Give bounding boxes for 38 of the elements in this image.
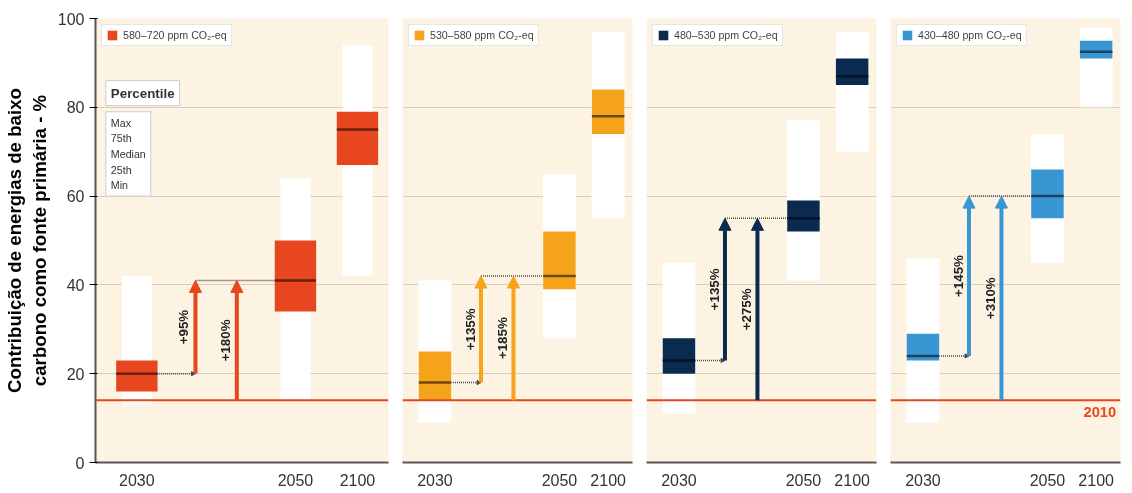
legend-label: 530–580 ppm CO₂-eq (430, 29, 534, 41)
annotation: +180% (217, 319, 233, 362)
annotation: 2010 (1083, 404, 1117, 420)
legend-label: 580–720 ppm CO₂-eq (123, 29, 227, 41)
annotation: 75th (110, 132, 132, 145)
y-tick-label: 0 (75, 454, 85, 472)
y-axis-title: Contribuição de energias de baixo carbono como fonte primária - % (3, 88, 50, 393)
y-tick-label: 80 (66, 99, 85, 117)
annotation: +275% (739, 288, 755, 331)
x-tick-label: 2050 (277, 471, 314, 489)
legend-label: 430–480 ppm CO₂-eq (918, 29, 1022, 41)
x-tick-label: 2100 (339, 471, 376, 489)
y-tick-label: 100 (57, 10, 85, 28)
x-tick-label: 2100 (1078, 471, 1115, 489)
annotation: +185% (495, 317, 511, 360)
annotation: 25th (110, 163, 132, 176)
x-tick-label: 2030 (417, 471, 453, 489)
x-tick-label: 2030 (119, 471, 155, 489)
annotation: +310% (983, 277, 999, 320)
legend-label: 480–530 ppm CO₂-eq (674, 29, 778, 41)
x-tick-label: 2100 (834, 471, 871, 489)
annotation: Median (110, 147, 146, 160)
y-tick-label: 60 (66, 188, 85, 206)
annotation: +145% (950, 254, 966, 297)
annotation: Max (110, 116, 132, 129)
annotation: Min (110, 179, 129, 192)
x-tick-label: 2050 (541, 471, 578, 489)
y-tick-label: 20 (66, 365, 85, 383)
x-tick-label: 2100 (590, 471, 627, 489)
y-tick-label: 40 (66, 276, 85, 294)
x-tick-label: 2050 (1029, 471, 1066, 489)
annotation: Percentile (110, 85, 175, 101)
x-tick-label: 2050 (785, 471, 822, 489)
annotation: +135% (706, 268, 722, 311)
x-tick-label: 2030 (905, 471, 941, 489)
x-tick-label: 2030 (661, 471, 697, 489)
annotation: +135% (462, 308, 478, 351)
annotation: +95% (176, 309, 192, 345)
